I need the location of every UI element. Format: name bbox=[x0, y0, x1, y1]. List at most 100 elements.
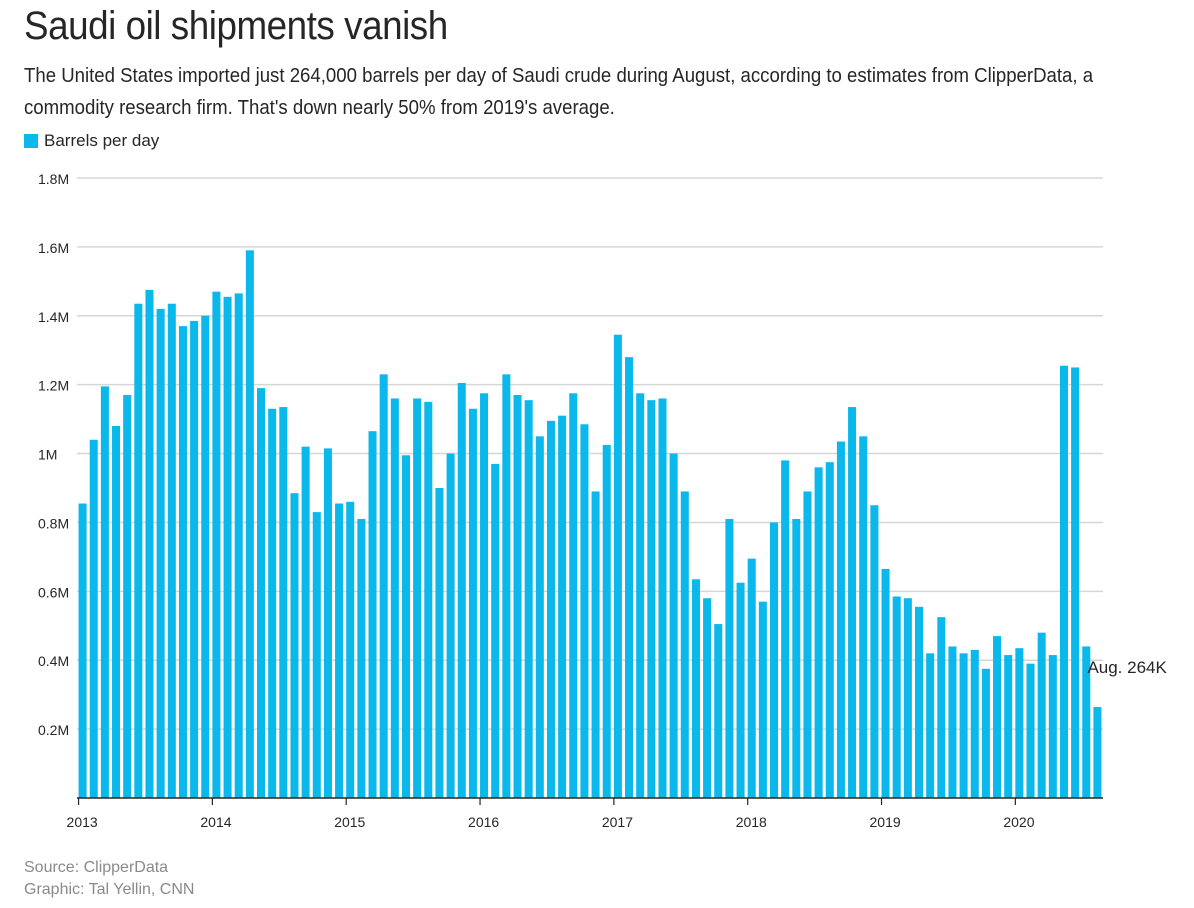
bar bbox=[903, 598, 912, 798]
bar bbox=[669, 453, 678, 798]
bar bbox=[145, 289, 154, 798]
y-tick-label: 1.2M bbox=[38, 378, 69, 394]
chart-title: Saudi oil shipments vanish bbox=[24, 4, 448, 48]
bar bbox=[468, 408, 477, 798]
bar bbox=[937, 617, 946, 798]
bar bbox=[981, 668, 990, 798]
y-tick-label: 1M bbox=[38, 447, 57, 463]
bar bbox=[814, 467, 823, 798]
bar bbox=[602, 444, 611, 798]
y-tick-label: 0.8M bbox=[38, 515, 69, 531]
bar bbox=[1015, 648, 1024, 798]
bar bbox=[245, 250, 254, 798]
bar bbox=[424, 401, 433, 798]
y-tick-label: 1.4M bbox=[38, 309, 69, 325]
bar bbox=[346, 501, 355, 798]
bar bbox=[948, 646, 957, 798]
bar bbox=[379, 374, 388, 798]
bar bbox=[524, 400, 533, 798]
bar bbox=[312, 512, 321, 798]
x-tick-label: 2018 bbox=[736, 814, 767, 830]
bar bbox=[703, 598, 712, 798]
bar bbox=[725, 519, 734, 798]
bar bbox=[223, 296, 232, 798]
bar bbox=[535, 436, 544, 798]
bar bbox=[580, 424, 589, 798]
bar bbox=[390, 398, 399, 798]
x-axis-labels: 2013 2014 2015 2016 2017 2018 2019 2020 bbox=[67, 798, 1035, 830]
x-tick-label: 2017 bbox=[602, 814, 633, 830]
bar bbox=[892, 596, 901, 798]
bar bbox=[770, 522, 779, 798]
y-axis-labels: 0.2M 0.4M 0.6M 0.8M 1M 1.2M 1.4M 1.6M 1.8M bbox=[38, 171, 69, 738]
bar bbox=[268, 408, 277, 798]
y-tick-label: 0.6M bbox=[38, 584, 69, 600]
x-tick-label: 2016 bbox=[468, 814, 499, 830]
bar bbox=[993, 636, 1002, 798]
bar bbox=[1059, 365, 1068, 798]
bar bbox=[792, 519, 801, 798]
bar bbox=[1082, 646, 1091, 798]
bar bbox=[435, 488, 444, 798]
bar bbox=[357, 519, 366, 798]
bar bbox=[747, 558, 756, 798]
bar bbox=[178, 326, 187, 798]
bar bbox=[714, 624, 723, 798]
bar bbox=[569, 393, 578, 798]
bar bbox=[625, 357, 634, 798]
bar bbox=[513, 395, 522, 798]
bar bbox=[368, 431, 377, 798]
y-tick-label: 0.4M bbox=[38, 653, 69, 669]
last-value-annotation: Aug. 264K bbox=[1087, 658, 1167, 677]
bar bbox=[89, 439, 98, 798]
bar bbox=[803, 491, 812, 798]
bar bbox=[123, 395, 132, 798]
bar bbox=[1093, 707, 1102, 798]
bar bbox=[78, 503, 87, 798]
bar bbox=[190, 320, 199, 798]
x-tick-label: 2020 bbox=[1003, 814, 1034, 830]
bar bbox=[156, 308, 165, 798]
bar bbox=[212, 291, 221, 798]
bar bbox=[959, 653, 968, 798]
bar bbox=[1048, 655, 1057, 798]
bar bbox=[335, 503, 344, 798]
bar bbox=[323, 448, 332, 798]
bar bbox=[401, 455, 410, 798]
y-tick-label: 0.2M bbox=[38, 722, 69, 738]
bar bbox=[914, 606, 923, 798]
x-tick-label: 2013 bbox=[67, 814, 98, 830]
chart-subtitle: The United States imported just 264,000 … bbox=[24, 65, 1094, 119]
bar bbox=[491, 463, 500, 798]
bar bbox=[658, 398, 667, 798]
bar bbox=[446, 453, 455, 798]
bar-chart: 0.2M 0.4M 0.6M 0.8M 1M 1.2M 1.4M 1.6M 1.8M 2013 2… bbox=[38, 171, 1167, 830]
bar bbox=[1004, 655, 1013, 798]
bar bbox=[758, 601, 767, 798]
bar bbox=[558, 415, 567, 798]
bar bbox=[167, 303, 176, 798]
bar bbox=[100, 386, 109, 798]
bar bbox=[257, 388, 266, 798]
y-tick-label: 1.8M bbox=[38, 171, 69, 187]
bar bbox=[736, 582, 745, 798]
legend: Barrels per day bbox=[24, 131, 159, 151]
footer: Source: ClipperData Graphic: Tal Yellin,… bbox=[24, 857, 194, 901]
x-tick-label: 2014 bbox=[200, 814, 231, 830]
bar bbox=[691, 579, 700, 798]
x-tick-label: 2019 bbox=[870, 814, 901, 830]
bar bbox=[134, 303, 143, 798]
bars bbox=[78, 250, 1102, 798]
legend-swatch bbox=[24, 134, 38, 148]
bar bbox=[480, 393, 489, 798]
bar bbox=[279, 407, 288, 798]
bar bbox=[613, 334, 622, 798]
bar bbox=[680, 491, 689, 798]
bar bbox=[502, 374, 511, 798]
bar bbox=[1037, 632, 1046, 798]
y-tick-label: 1.6M bbox=[38, 240, 69, 256]
bar bbox=[881, 568, 890, 798]
bar bbox=[546, 420, 555, 798]
source-note: Source: ClipperData bbox=[24, 859, 169, 876]
bar bbox=[970, 649, 979, 798]
